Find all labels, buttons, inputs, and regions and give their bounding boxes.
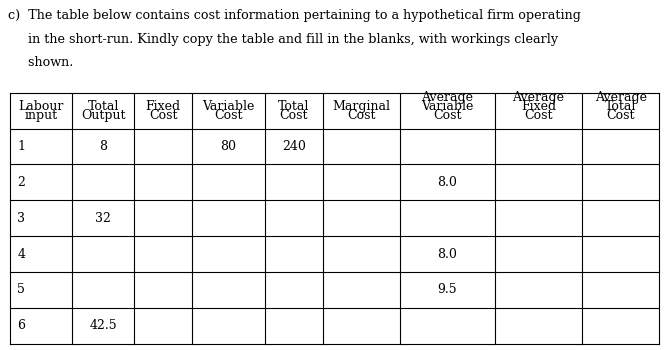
Text: shown.: shown. xyxy=(8,56,74,69)
Text: Cost: Cost xyxy=(280,108,308,122)
Text: 5: 5 xyxy=(17,284,25,296)
Text: Total: Total xyxy=(278,100,310,113)
Text: 8: 8 xyxy=(99,140,107,153)
Text: Variable: Variable xyxy=(202,100,255,113)
Text: 240: 240 xyxy=(282,140,306,153)
Text: Cost: Cost xyxy=(214,108,243,122)
Text: 4: 4 xyxy=(17,247,25,260)
Text: Total: Total xyxy=(605,100,636,113)
Text: 8.0: 8.0 xyxy=(437,176,457,189)
Text: input: input xyxy=(25,108,58,122)
Text: 80: 80 xyxy=(221,140,237,153)
Text: Fixed: Fixed xyxy=(521,100,556,113)
Text: Cost: Cost xyxy=(524,108,553,122)
Text: Cost: Cost xyxy=(149,108,177,122)
Text: c)  The table below contains cost information pertaining to a hypothetical firm : c) The table below contains cost informa… xyxy=(8,9,581,22)
Text: 1: 1 xyxy=(17,140,25,153)
Text: Output: Output xyxy=(81,108,126,122)
Text: Fixed: Fixed xyxy=(146,100,181,113)
Text: Marginal: Marginal xyxy=(332,100,390,113)
Text: Average: Average xyxy=(595,91,647,104)
Text: Average: Average xyxy=(512,91,565,104)
Text: Variable: Variable xyxy=(421,100,473,113)
Text: Cost: Cost xyxy=(433,108,462,122)
Text: 8.0: 8.0 xyxy=(437,247,457,260)
Text: Labour: Labour xyxy=(19,100,64,113)
Text: in the short-run. Kindly copy the table and fill in the blanks, with workings cl: in the short-run. Kindly copy the table … xyxy=(8,33,558,46)
Text: 6: 6 xyxy=(17,319,25,332)
Text: Total: Total xyxy=(88,100,119,113)
Text: Cost: Cost xyxy=(606,108,635,122)
Text: 9.5: 9.5 xyxy=(438,284,457,296)
Text: 2: 2 xyxy=(17,176,25,189)
Text: 32: 32 xyxy=(95,212,111,225)
Text: 42.5: 42.5 xyxy=(90,319,117,332)
Text: Average: Average xyxy=(421,91,473,104)
Text: 3: 3 xyxy=(17,212,25,225)
Text: Cost: Cost xyxy=(347,108,375,122)
